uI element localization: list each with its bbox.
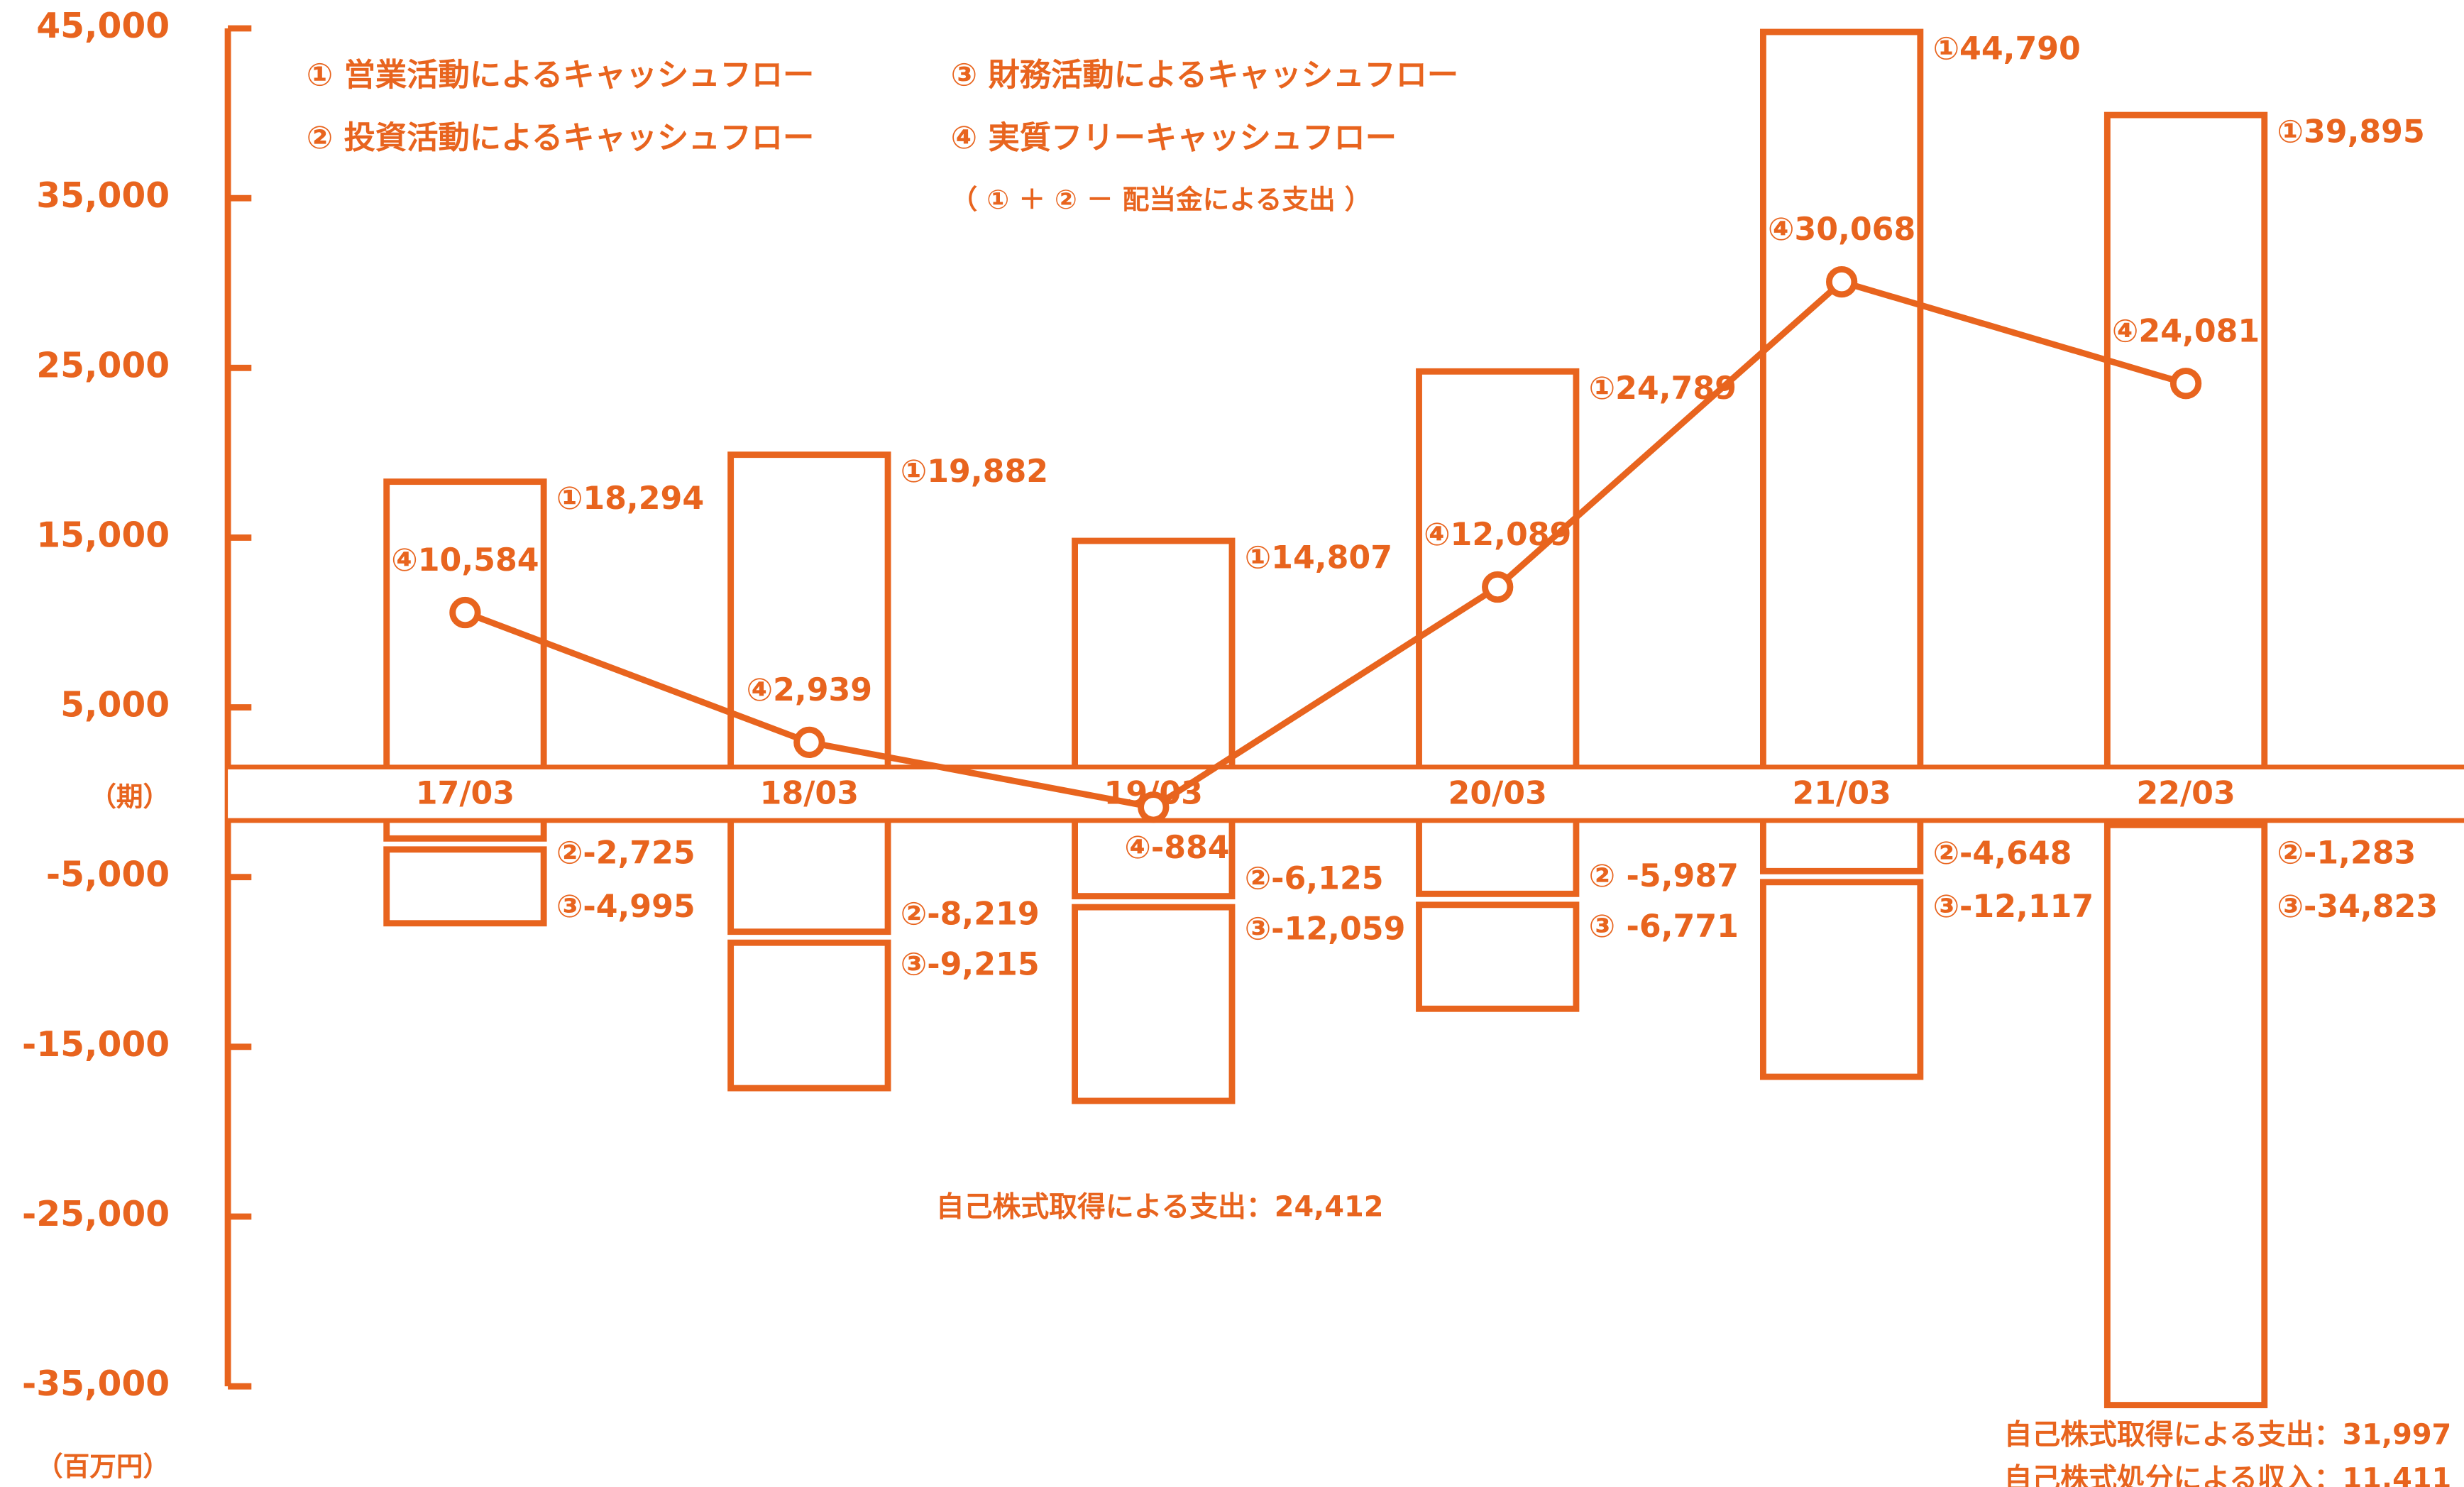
value-label: ③-4,995 xyxy=(556,889,695,925)
legend-entry: ③ 財務活動によるキャッシュフロー xyxy=(951,57,1459,94)
value-label: ④2,939 xyxy=(747,672,873,708)
value-label: ②-6,125 xyxy=(1245,860,1384,896)
bar xyxy=(1416,901,1580,1012)
value-label: ②-1,283 xyxy=(2277,835,2416,872)
y-tick-label: -35,000 xyxy=(22,1364,170,1404)
value-label: ③-12,059 xyxy=(1245,911,1406,947)
value-label: ④-884 xyxy=(1124,830,1229,866)
value-label: ②-8,219 xyxy=(901,896,1040,933)
legend-note: （ ① ＋ ② － 配当金による支出 ） xyxy=(951,184,1372,215)
y-tick-label: 5,000 xyxy=(60,686,170,725)
value-label: ①19,882 xyxy=(901,454,1048,490)
value-label: ③-9,215 xyxy=(901,946,1040,982)
bar xyxy=(1072,904,1236,1104)
value-label: ①24,789 xyxy=(1589,371,1737,407)
annotation: 自己株式取得による支出：31,997 xyxy=(2004,1419,2452,1452)
value-label: ①44,790 xyxy=(1933,31,2081,67)
value-label: ①39,895 xyxy=(2277,114,2425,150)
y-tick-label: 35,000 xyxy=(36,176,170,216)
value-label: ②-4,648 xyxy=(1933,835,2072,872)
legend-entry: ④ 実質フリーキャッシュフロー xyxy=(951,120,1397,156)
legend-entry: ② 投資活動によるキャッシュフロー xyxy=(307,120,815,156)
y-tick-label: -15,000 xyxy=(22,1025,170,1065)
bar xyxy=(383,846,547,927)
point xyxy=(1482,571,1514,603)
value-label: ③-34,823 xyxy=(2277,889,2438,925)
value-label: ③-12,117 xyxy=(1933,889,2094,925)
x-tick-label: 22/03 xyxy=(2136,776,2235,812)
value-label: ④10,584 xyxy=(391,542,539,578)
bar xyxy=(727,939,891,1092)
value-label: ①14,807 xyxy=(1245,540,1392,576)
point xyxy=(1138,791,1170,823)
point xyxy=(1826,265,1858,298)
value-label: ③ -6,771 xyxy=(1589,909,1739,945)
axis-band xyxy=(228,767,2464,821)
bar xyxy=(1760,879,1924,1080)
line xyxy=(463,278,2187,811)
y-tick-label: 45,000 xyxy=(36,6,170,46)
value-label: ④30,068 xyxy=(1768,212,1915,248)
annotation: 自己株式処分による収入：11,411 xyxy=(2004,1463,2452,1487)
bar xyxy=(2103,821,2268,1409)
bar xyxy=(383,478,547,796)
x-tick-label: 21/03 xyxy=(1792,776,1891,812)
value-label: ④24,081 xyxy=(2112,313,2260,349)
point xyxy=(2169,368,2202,400)
x-tick-label: 20/03 xyxy=(1448,776,1547,812)
y-tick-label: -5,000 xyxy=(46,855,170,895)
x-axis-label: （期） xyxy=(89,781,170,812)
x-tick-label: 17/03 xyxy=(416,776,515,812)
value-label: ② -5,987 xyxy=(1589,858,1739,894)
bar xyxy=(2103,111,2268,796)
value-label: ②-2,725 xyxy=(556,835,695,872)
point xyxy=(793,726,825,759)
x-tick-label: 18/03 xyxy=(760,776,859,812)
bar xyxy=(1760,28,1924,796)
y-axis-label: （百万円） xyxy=(36,1451,170,1482)
value-label: ①18,294 xyxy=(556,481,704,517)
y-tick-label: 25,000 xyxy=(36,346,170,385)
value-label: ④12,089 xyxy=(1424,517,1571,553)
y-tick-label: 15,000 xyxy=(36,515,170,555)
legend-entry: ① 営業活動によるキャッシュフロー xyxy=(307,57,815,94)
annotation: 自己株式取得による支出：24,412 xyxy=(936,1190,1384,1223)
bar xyxy=(1072,537,1236,796)
y-tick-label: -25,000 xyxy=(22,1195,170,1234)
point xyxy=(449,596,481,629)
